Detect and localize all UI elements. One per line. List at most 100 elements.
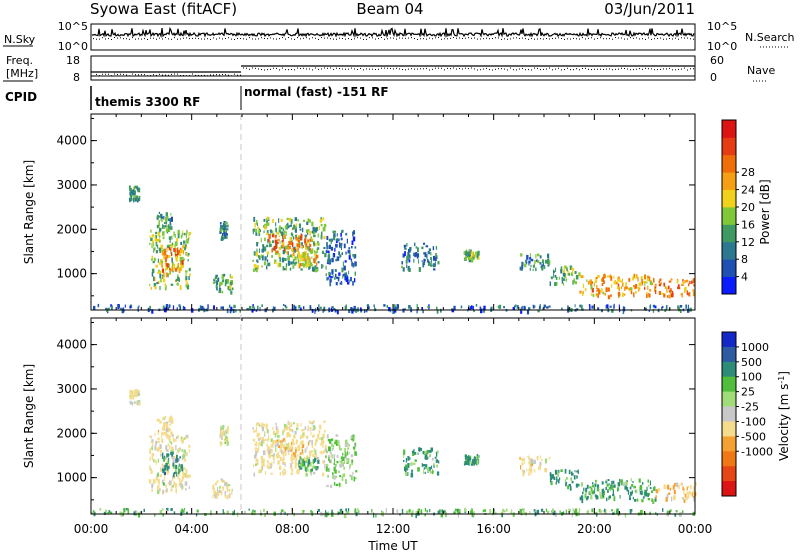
nsearch-dot <box>180 38 181 40</box>
echo-cell <box>185 278 188 282</box>
echo-cell <box>219 231 221 234</box>
echo-cell <box>177 263 179 267</box>
echo-cell <box>344 443 348 447</box>
echo-group <box>162 247 184 274</box>
echo-cell <box>598 289 601 295</box>
echo-cell <box>289 237 292 242</box>
echo-cell <box>464 460 468 465</box>
echo-cell <box>218 489 221 494</box>
echo-cell <box>162 251 165 256</box>
echo-cell <box>220 224 222 228</box>
echo-cell <box>253 264 257 269</box>
echo-cell <box>222 431 225 436</box>
nsearch-dot <box>204 38 205 40</box>
echo-cell <box>682 279 684 282</box>
echo-cell <box>586 279 588 282</box>
echo-cell <box>335 464 337 468</box>
echo-cell <box>523 305 526 311</box>
echo-cell <box>607 489 609 493</box>
echo-cell <box>272 306 274 310</box>
echo-cell <box>402 452 405 458</box>
echo-cell <box>673 490 676 495</box>
nave-dot <box>504 68 505 70</box>
nsearch-dot <box>561 37 562 39</box>
echo-cell <box>283 304 285 306</box>
echo-cell <box>405 510 409 514</box>
echo-cell <box>165 445 168 450</box>
nsearch-dot <box>312 37 313 39</box>
echo-cell <box>617 487 620 491</box>
echo-cell <box>635 489 638 494</box>
echo-cell <box>312 238 314 242</box>
echo-cell <box>268 234 271 239</box>
echo-cell <box>93 305 96 310</box>
colorbar-tick-label: -25 <box>741 401 759 414</box>
colorbar-swatch <box>722 376 736 392</box>
echo-cell <box>226 441 229 446</box>
echo-cell <box>309 238 312 242</box>
nsearch-dot <box>447 38 448 40</box>
echo-cell <box>563 278 565 281</box>
nsearch-dot <box>477 38 478 40</box>
echo-cell <box>479 306 482 310</box>
echo-cell <box>185 270 188 273</box>
echo-cell <box>186 238 189 244</box>
nsearch-dot <box>213 37 214 39</box>
y-tick-label: 2000 <box>56 222 87 236</box>
echo-cell <box>537 260 540 263</box>
echo-cell <box>178 251 182 257</box>
echo-cell <box>171 268 174 272</box>
echo-cell <box>170 216 173 222</box>
echo-cell <box>330 246 334 251</box>
echo-cell <box>160 468 162 473</box>
echo-cell <box>503 510 506 513</box>
echo-cell <box>224 439 227 443</box>
echo-cell <box>603 280 605 284</box>
echo-cell <box>331 238 333 242</box>
echo-cell <box>573 278 576 284</box>
echo-cell <box>138 401 141 406</box>
echo-cell <box>358 510 360 514</box>
echo-cell <box>290 219 292 225</box>
echo-cell <box>554 267 557 272</box>
nsearch-dot <box>405 37 406 39</box>
echo-cell <box>274 259 277 262</box>
echo-cell <box>170 247 172 252</box>
y-tick-label: 4000 <box>56 338 87 352</box>
nave-dot <box>636 68 637 70</box>
nave-dot <box>633 69 634 71</box>
echo-cell <box>155 243 158 247</box>
echo-cell <box>162 452 164 458</box>
echo-cell <box>613 275 615 279</box>
echo-cell <box>554 513 557 517</box>
nsearch-dot <box>597 37 598 39</box>
echo-cell <box>529 257 532 260</box>
echo-cell <box>424 508 427 512</box>
echo-cell <box>581 482 583 487</box>
echo-cell <box>594 279 598 284</box>
echo-cell <box>272 440 275 443</box>
echo-cell <box>266 216 269 221</box>
echo-cell <box>319 451 322 454</box>
echo-cell <box>163 272 165 277</box>
echo-cell <box>257 226 260 230</box>
nsearch-dot <box>522 37 523 39</box>
echo-cell <box>131 392 134 397</box>
echo-cell <box>554 510 556 514</box>
echo-cell <box>293 262 296 265</box>
colorbar-tick-label: 25 <box>741 386 755 399</box>
echo-cell <box>268 262 271 267</box>
echo-cell <box>621 282 624 287</box>
echo-cell <box>154 236 156 242</box>
echo-cell <box>133 193 135 198</box>
echo-cell <box>654 287 657 292</box>
echo-cell <box>155 459 157 463</box>
echo-cell <box>312 231 316 235</box>
nave-dot <box>342 68 343 70</box>
echo-cell <box>644 308 647 311</box>
echo-cell <box>262 246 265 252</box>
echo-cell <box>652 308 655 313</box>
echo-cell <box>164 251 167 256</box>
echo-group <box>654 278 696 299</box>
echo-cell <box>294 460 297 465</box>
